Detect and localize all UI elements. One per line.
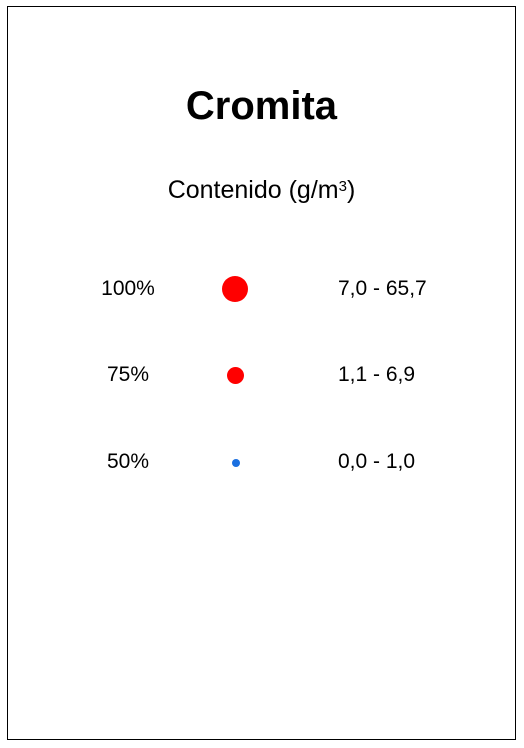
legend-percent: 100% bbox=[101, 277, 155, 300]
legend-range: 1,1 - 6,9 bbox=[338, 363, 416, 386]
legend-percent: 75% bbox=[106, 363, 150, 386]
legend-row-75: 75% 1,1 - 6,9 bbox=[8, 355, 515, 395]
small-blue-circle-icon bbox=[232, 459, 240, 467]
subtitle-close: ) bbox=[346, 176, 356, 204]
legend-percent: 50% bbox=[106, 450, 150, 473]
legend-range: 0,0 - 1,0 bbox=[338, 450, 416, 473]
subtitle-superscript: 3 bbox=[338, 178, 347, 195]
legend-title: Cromita bbox=[185, 84, 338, 128]
legend-range: 7,0 - 65,7 bbox=[338, 277, 427, 300]
legend-subtitle: Contenido (g/m3) bbox=[8, 174, 515, 206]
subtitle-text: Contenido (g/m bbox=[167, 176, 339, 204]
large-red-circle-icon bbox=[222, 276, 248, 302]
legend-row-100: 100% 7,0 - 65,7 bbox=[8, 269, 515, 309]
legend-row-50: 50% 0,0 - 1,0 bbox=[8, 442, 515, 482]
legend-panel: Cromita Contenido (g/m3) 100% 7,0 - 65,7… bbox=[7, 6, 516, 740]
medium-red-circle-icon bbox=[227, 367, 244, 384]
